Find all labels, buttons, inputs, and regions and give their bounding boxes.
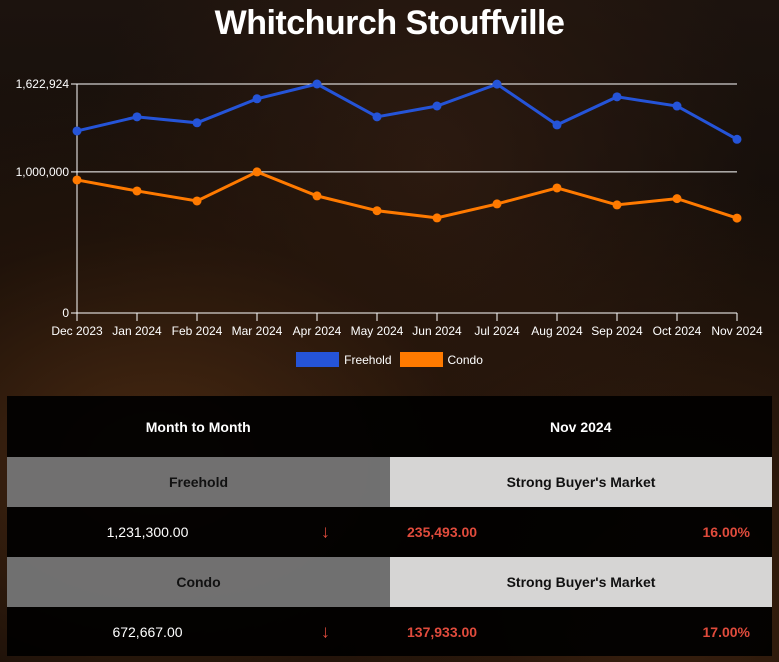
table-row-freehold-header: Freehold Strong Buyer's Market: [7, 457, 772, 507]
x-tick-label: Oct 2024: [653, 324, 702, 338]
data-point[interactable]: [552, 183, 562, 193]
x-tick-label: Sep 2024: [591, 324, 643, 338]
x-tick-label: Aug 2024: [531, 324, 583, 338]
data-point[interactable]: [192, 118, 202, 128]
series-line-freehold: [76, 82, 738, 141]
x-tick-label: Apr 2024: [293, 324, 342, 338]
data-point[interactable]: [612, 200, 622, 210]
data-point[interactable]: [132, 186, 142, 196]
data-point[interactable]: [72, 175, 82, 185]
data-point[interactable]: [72, 126, 82, 136]
legend-item-condo[interactable]: Condo: [399, 352, 483, 367]
header-month-to-month: Month to Month: [145, 418, 251, 435]
data-point[interactable]: [492, 199, 502, 209]
x-tick-label: Dec 2023: [51, 324, 103, 338]
header-period: Nov 2024: [550, 418, 612, 435]
price-value: 1,231,300.00: [106, 524, 189, 540]
percent-change: 17.00%: [702, 624, 750, 640]
x-tick-label: Jun 2024: [412, 324, 462, 338]
table-row-condo-values: 672,667.00 ↓ 137,933.00 17.00%: [7, 607, 772, 657]
data-point[interactable]: [612, 92, 622, 102]
data-point[interactable]: [732, 213, 742, 223]
arrow-down-icon: ↓: [321, 621, 330, 642]
data-point[interactable]: [192, 196, 202, 206]
x-tick-label: May 2024: [351, 324, 404, 338]
change-value: 235,493.00: [407, 524, 478, 540]
series-line-condo: [76, 170, 738, 220]
data-point[interactable]: [252, 94, 262, 104]
y-tick-label: 0: [62, 306, 69, 320]
percent-change: 16.00%: [702, 524, 750, 540]
x-tick-label: Nov 2024: [711, 324, 763, 338]
data-point[interactable]: [732, 134, 742, 144]
x-tick-label: Jul 2024: [474, 324, 520, 338]
data-point[interactable]: [132, 112, 142, 122]
page-title: Whitchurch Stouffville: [214, 4, 565, 42]
data-point[interactable]: [312, 191, 322, 201]
legend-item-freehold[interactable]: Freehold: [296, 352, 392, 367]
change-value: 137,933.00: [407, 624, 478, 640]
data-point[interactable]: [312, 79, 322, 89]
market-summary-table: Month to Month Nov 2024 Freehold Strong …: [7, 396, 772, 656]
x-tick-label: Feb 2024: [172, 324, 223, 338]
property-type: Freehold: [7, 457, 390, 507]
data-point[interactable]: [432, 213, 442, 223]
legend-label: Condo: [447, 352, 483, 367]
chart-legend: Freehold Condo: [0, 352, 779, 367]
y-tick-label: 1,622,924: [16, 77, 70, 91]
market-status: Strong Buyer's Market: [390, 457, 772, 507]
y-tick-label: 1,000,000: [16, 165, 70, 179]
data-point[interactable]: [432, 101, 442, 111]
data-point[interactable]: [672, 101, 682, 111]
table-row-condo-header: Condo Strong Buyer's Market: [7, 557, 772, 607]
legend-label: Freehold: [344, 352, 392, 367]
market-status: Strong Buyer's Market: [390, 557, 772, 607]
data-point[interactable]: [492, 79, 502, 89]
data-point[interactable]: [372, 206, 382, 216]
x-tick-label: Jan 2024: [112, 324, 162, 338]
arrow-down-icon: ↓: [321, 521, 330, 542]
price-value: 672,667.00: [112, 624, 183, 640]
data-point[interactable]: [372, 112, 382, 122]
x-tick-label: Mar 2024: [232, 324, 283, 338]
data-point[interactable]: [552, 120, 562, 130]
data-point[interactable]: [252, 167, 262, 177]
legend-swatch-freehold: [296, 352, 340, 367]
table-header: Month to Month Nov 2024: [7, 396, 772, 457]
data-point[interactable]: [672, 194, 682, 204]
property-type: Condo: [7, 557, 390, 607]
legend-swatch-condo: [399, 352, 443, 367]
line-chart: 0 1,000,000 1,622,924 Dec 2023 Jan 2024 Feb 2…: [16, 77, 763, 338]
table-row-freehold-values: 1,231,300.00 ↓ 235,493.00 16.00%: [7, 507, 772, 557]
